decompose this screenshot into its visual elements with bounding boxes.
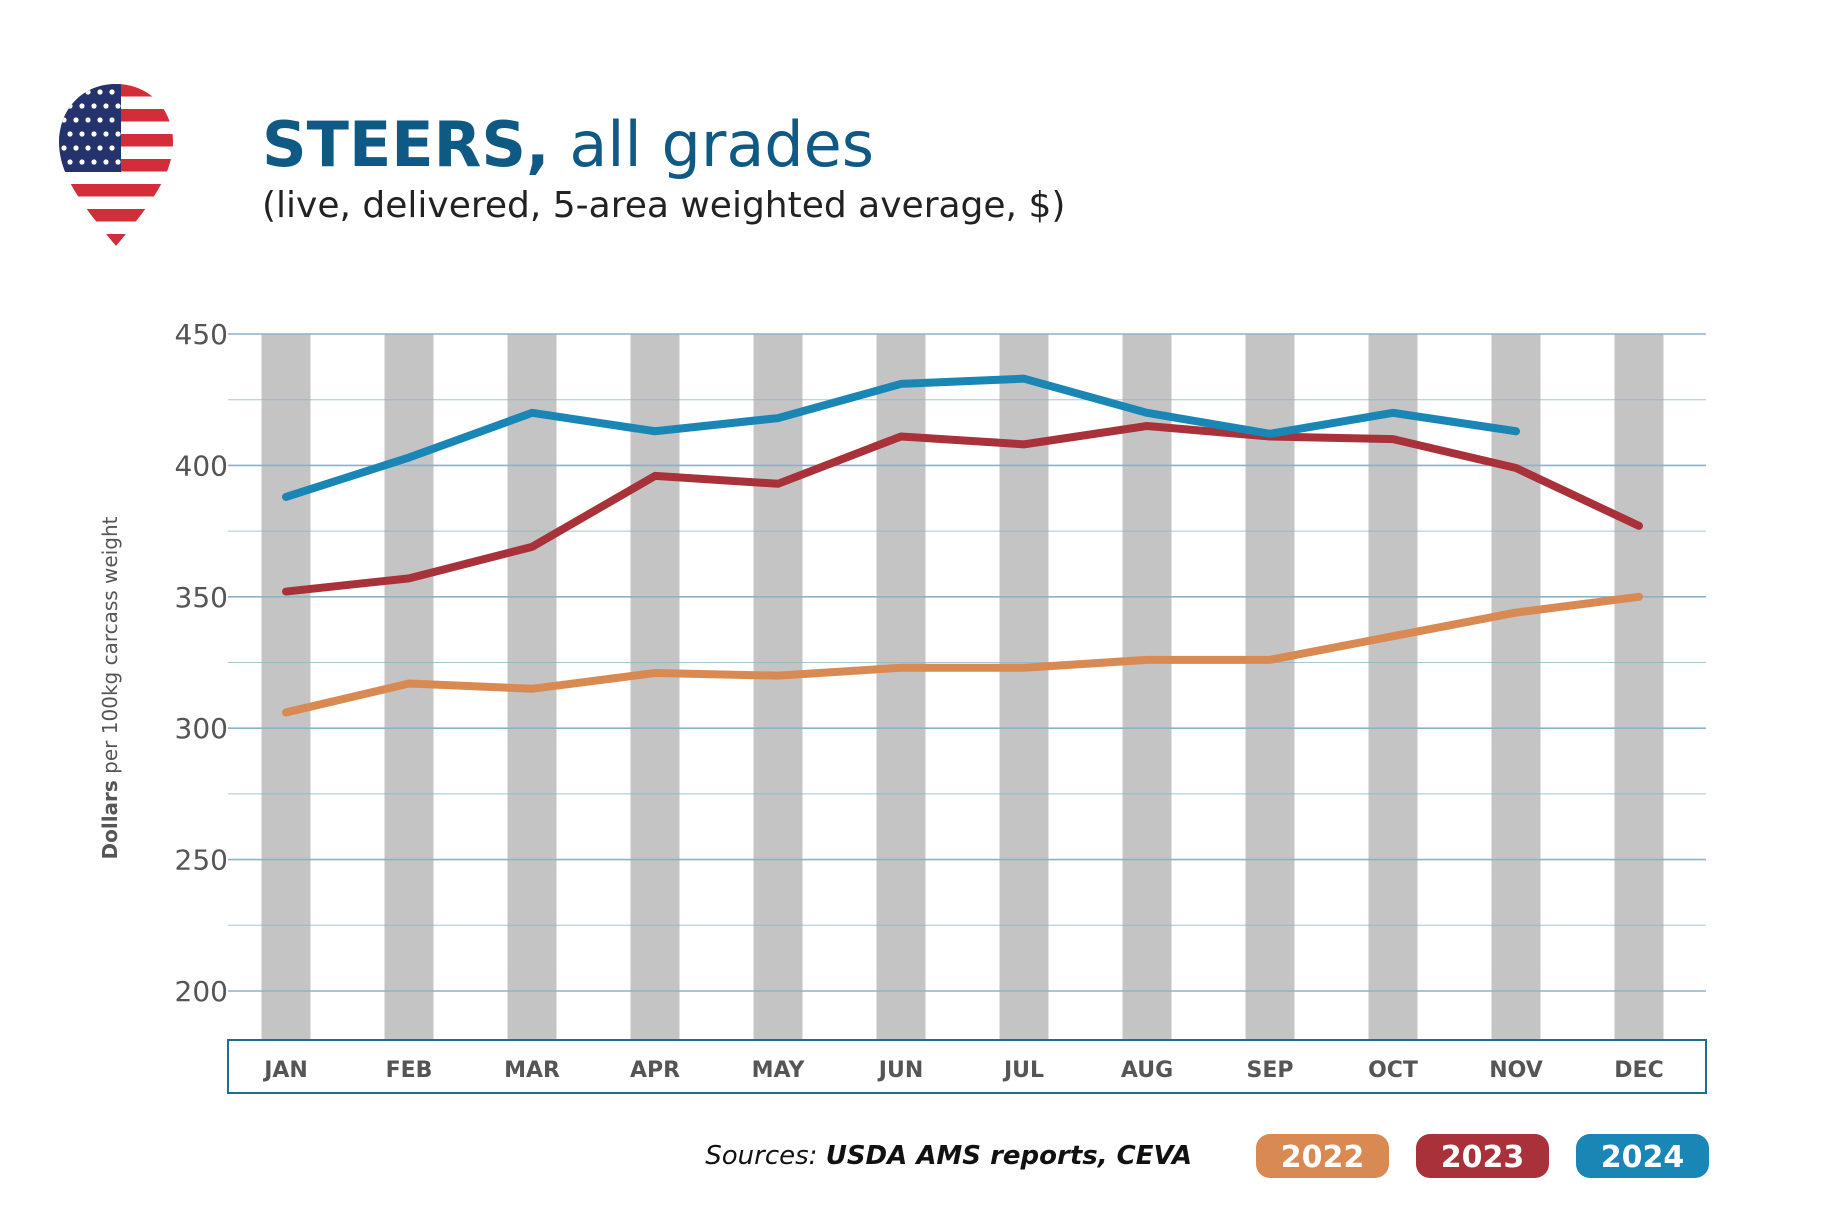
y-tick-label: 300 [175,712,228,745]
month-bar-jul [999,334,1049,1040]
flag-star [115,131,121,137]
flag-star [115,159,121,165]
flag-star [67,103,73,109]
flag-star [91,159,97,165]
flag-star [103,159,109,165]
flag-star [97,117,103,123]
x-axis-box [227,1039,1707,1094]
x-tick-label: MAR [504,1058,560,1083]
x-tick-label: JUL [1002,1058,1044,1083]
x-tick-label: OCT [1368,1058,1418,1083]
chart-title: STEERS, all grades [262,108,874,181]
gridlines [228,333,1706,992]
x-tick-label: JAN [262,1058,308,1083]
flag-star [91,103,97,109]
y-tick-label: 200 [175,975,228,1008]
title-bold: STEERS, [262,108,550,181]
flag-star [73,89,79,95]
flag-star [61,117,67,123]
flag-star [85,89,91,95]
x-tick-label: FEB [386,1058,433,1083]
x-tick-label: AUG [1121,1058,1173,1083]
x-axis-ticks: JAN FEB MAR APR MAY JUN JUL AUG SEP OCT NOV DEC [262,1058,1664,1083]
x-tick-label: SEP [1247,1058,1294,1083]
month-bar-jun [876,334,926,1040]
legend-label: 2022 [1281,1140,1365,1175]
legend-item-2022: 2022 [1256,1134,1389,1178]
flag-star [67,131,73,137]
y-axis-label: Dollars per 100kg carcass weight [98,516,122,859]
y-tick-label: 250 [175,844,228,877]
y-tick-label: 450 [175,318,228,351]
y-axis-ticks: 200 250 300 350 400 450 [175,318,228,1008]
series-line-2023 [282,421,1643,596]
flag-star [103,131,109,137]
source-prefix: Sources: [705,1141,825,1171]
source-note: Sources: USDA AMS reports, CEVA [705,1141,1192,1171]
legend-label: 2023 [1441,1140,1525,1175]
series-line-2022 [282,592,1643,717]
flag-star [85,117,91,123]
flag-star [103,103,109,109]
flag-star [73,117,79,123]
flag-star [109,117,115,123]
flag-star [115,103,121,109]
flag-star [97,145,103,151]
flag-canton [59,84,121,172]
legend: 2022 2023 2024 [1256,1134,1709,1178]
flag-stripe [59,171,173,185]
source-names: USDA AMS reports, CEVA [826,1141,1192,1171]
y-axis-label-bold: Dollars [98,780,122,859]
month-bar-nov [1491,334,1541,1040]
flag-star [67,159,73,165]
legend-swatch [1416,1134,1549,1178]
series-lines [282,374,1643,717]
flag-star [91,131,97,137]
flag-star [61,89,67,95]
legend-label: 2024 [1601,1140,1685,1175]
flag-stripe [59,196,173,210]
flag-stripe [59,234,173,246]
flag-star [85,145,91,151]
month-bar-may [753,334,803,1040]
y-tick-label: 350 [175,581,228,614]
flag-star [109,145,115,151]
flag-star [79,159,85,165]
x-tick-label: NOV [1489,1058,1543,1083]
x-tick-label: MAY [752,1058,806,1083]
month-bar-jan [261,334,311,1040]
month-bar-apr [630,334,680,1040]
x-tick-label: DEC [1614,1058,1663,1083]
month-bar-aug [1122,334,1172,1040]
x-tick-label: JUN [877,1058,923,1083]
y-tick-label: 400 [175,449,228,482]
flag-star [79,131,85,137]
month-bar-sep [1245,334,1295,1040]
month-bar-dec [1614,334,1664,1040]
month-bars [261,334,1664,1040]
month-bar-oct [1368,334,1418,1040]
flag-star [97,89,103,95]
flag-star [73,145,79,151]
flag-star [79,103,85,109]
legend-swatch [1576,1134,1709,1178]
flag-stripe [59,221,173,235]
flag-star [61,145,67,151]
chart-subtitle: (live, delivered, 5-area weighted averag… [262,185,1065,226]
us-flag-pin-icon [59,84,173,246]
legend-item-2024: 2024 [1576,1134,1709,1178]
title-rest: all grades [550,108,875,181]
y-axis-label-rest: per 100kg carcass weight [98,516,122,780]
flag-stripe [59,184,173,197]
flag-star [109,89,115,95]
legend-swatch [1256,1134,1389,1178]
series-line-2024 [282,374,1520,501]
x-tick-label: APR [630,1058,680,1083]
legend-item-2023: 2023 [1416,1134,1549,1178]
flag-stripe [59,209,173,222]
